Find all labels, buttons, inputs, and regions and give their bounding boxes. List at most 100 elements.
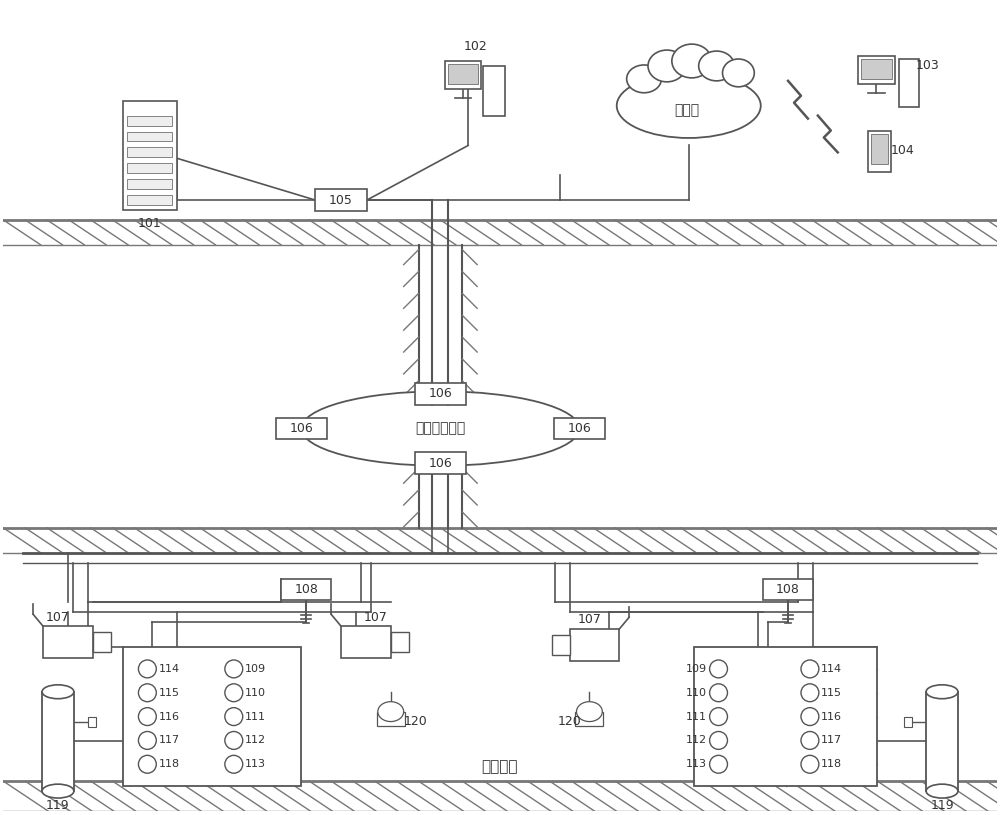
Bar xyxy=(871,134,888,165)
Text: 106: 106 xyxy=(429,387,452,400)
Circle shape xyxy=(138,732,156,749)
Circle shape xyxy=(710,732,727,749)
Circle shape xyxy=(225,756,243,773)
Text: 107: 107 xyxy=(577,613,601,626)
Ellipse shape xyxy=(617,73,761,138)
Bar xyxy=(88,716,96,726)
Ellipse shape xyxy=(648,50,686,82)
Text: 108: 108 xyxy=(294,583,318,596)
Text: 111: 111 xyxy=(686,711,707,721)
Text: 102: 102 xyxy=(463,40,487,53)
Text: 113: 113 xyxy=(686,760,707,769)
Text: 107: 107 xyxy=(46,610,70,623)
Bar xyxy=(904,716,912,726)
Text: 114: 114 xyxy=(821,664,842,674)
Bar xyxy=(127,195,172,205)
Bar xyxy=(123,647,301,786)
Text: 112: 112 xyxy=(245,735,266,746)
Bar xyxy=(868,130,891,172)
Text: 119: 119 xyxy=(930,800,954,813)
Circle shape xyxy=(225,707,243,725)
Bar xyxy=(341,626,391,658)
Text: 118: 118 xyxy=(159,760,180,769)
Ellipse shape xyxy=(926,685,958,698)
Bar xyxy=(281,579,331,601)
Bar xyxy=(926,692,958,791)
Bar xyxy=(861,59,892,79)
Circle shape xyxy=(710,707,727,725)
Text: 矿用以太环网: 矿用以太环网 xyxy=(415,421,466,435)
Ellipse shape xyxy=(378,702,404,721)
Text: 104: 104 xyxy=(890,144,914,157)
Bar xyxy=(448,64,478,84)
Bar xyxy=(483,66,505,116)
Text: 113: 113 xyxy=(245,760,266,769)
Circle shape xyxy=(710,684,727,702)
Bar xyxy=(694,647,877,786)
Ellipse shape xyxy=(723,59,754,87)
Text: 119: 119 xyxy=(46,800,70,813)
Circle shape xyxy=(138,684,156,702)
Ellipse shape xyxy=(576,702,602,721)
Bar xyxy=(93,632,111,652)
Circle shape xyxy=(138,707,156,725)
Ellipse shape xyxy=(301,391,579,466)
Text: 108: 108 xyxy=(776,583,800,596)
Text: 115: 115 xyxy=(159,688,180,698)
Text: 井下卷道: 井下卷道 xyxy=(482,759,518,773)
Text: 115: 115 xyxy=(821,688,842,698)
Bar xyxy=(415,383,466,405)
Bar xyxy=(127,163,172,174)
Bar xyxy=(123,101,177,210)
Bar xyxy=(763,579,813,601)
Text: 103: 103 xyxy=(915,59,939,73)
Ellipse shape xyxy=(699,51,734,81)
Bar xyxy=(445,61,481,89)
Circle shape xyxy=(225,684,243,702)
Circle shape xyxy=(801,756,819,773)
Text: 109: 109 xyxy=(245,664,266,674)
Ellipse shape xyxy=(672,44,712,78)
Circle shape xyxy=(801,684,819,702)
Bar xyxy=(127,131,172,142)
Bar xyxy=(554,417,605,439)
Text: 109: 109 xyxy=(685,664,707,674)
Text: 105: 105 xyxy=(329,193,353,206)
Text: 106: 106 xyxy=(289,422,313,435)
Text: 117: 117 xyxy=(159,735,180,746)
Bar xyxy=(858,56,895,84)
Bar xyxy=(899,59,919,107)
Text: 117: 117 xyxy=(821,735,842,746)
Circle shape xyxy=(801,732,819,749)
Bar xyxy=(315,189,367,211)
Text: 110: 110 xyxy=(245,688,266,698)
Circle shape xyxy=(138,756,156,773)
Text: 118: 118 xyxy=(821,760,842,769)
Text: 116: 116 xyxy=(821,711,842,721)
Circle shape xyxy=(710,660,727,678)
Circle shape xyxy=(225,732,243,749)
Bar xyxy=(43,626,93,658)
Text: 116: 116 xyxy=(159,711,180,721)
Text: 120: 120 xyxy=(558,715,581,728)
Bar xyxy=(391,632,409,652)
Ellipse shape xyxy=(42,784,74,798)
Bar xyxy=(552,635,570,655)
Circle shape xyxy=(225,660,243,678)
Bar xyxy=(570,629,619,661)
Ellipse shape xyxy=(627,65,661,93)
Bar xyxy=(276,417,327,439)
Bar xyxy=(575,711,603,725)
Text: 120: 120 xyxy=(404,715,427,728)
Text: 110: 110 xyxy=(686,688,707,698)
Text: 112: 112 xyxy=(685,735,707,746)
Circle shape xyxy=(801,707,819,725)
Text: 111: 111 xyxy=(245,711,266,721)
Text: 101: 101 xyxy=(138,218,162,231)
Text: 114: 114 xyxy=(159,664,180,674)
Circle shape xyxy=(138,660,156,678)
Text: 107: 107 xyxy=(364,610,388,623)
Circle shape xyxy=(801,660,819,678)
Bar xyxy=(377,711,405,725)
Text: 互联网: 互联网 xyxy=(674,104,699,117)
